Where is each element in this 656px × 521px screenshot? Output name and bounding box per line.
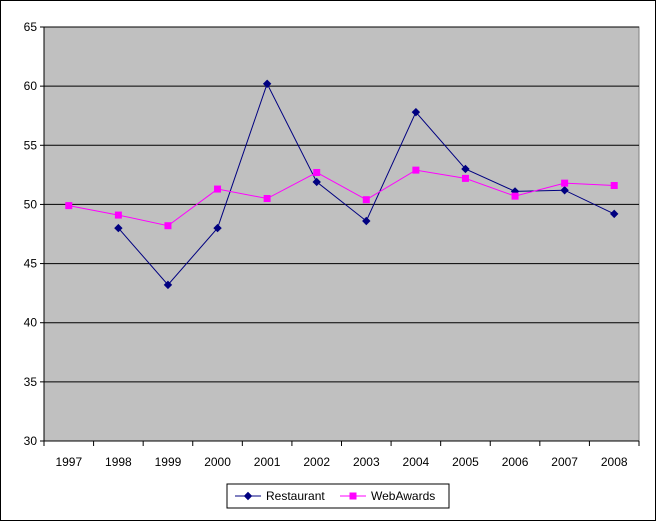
y-axis-ticks: 30 35 40 45 50 55 60 65: [24, 20, 44, 448]
y-tick-label: 30: [24, 434, 38, 448]
data-point-restaurant-2001: [262, 79, 272, 88]
data-point-webawards-2008: [610, 182, 618, 190]
x-tick-label: 2006: [502, 455, 529, 469]
data-point-restaurant-1999: [163, 280, 173, 290]
data-point-webawards-1999: [164, 222, 172, 230]
legend-entry-webawards: WebAwards: [340, 489, 435, 503]
data-point-restaurant-2003: [362, 216, 371, 226]
data-point-restaurant-2000: [213, 223, 222, 233]
x-axis-ticks: 1997 1998 1999 2000 2001 2002 2003 2004 2005 2006…: [43, 441, 640, 469]
data-point-webawards-2006: [511, 192, 519, 200]
legend-box: [226, 483, 450, 509]
x-tick-label: 2002: [303, 455, 330, 469]
legend-marker-swatch: [243, 491, 253, 501]
x-tick-label: 1997: [55, 455, 82, 469]
data-point-webawards-2001: [263, 195, 271, 203]
data-point-restaurant-2004: [411, 107, 421, 117]
data-point-webawards-2000: [214, 185, 222, 193]
legend-entry-restaurant: Restaurant: [235, 489, 325, 503]
y-tick-label: 55: [24, 138, 38, 152]
data-point-webawards-2005: [461, 174, 469, 182]
data-point-webawards-2007: [561, 179, 569, 187]
data-point-restaurant-2008: [610, 209, 619, 219]
x-tick-label: 1999: [155, 455, 182, 469]
data-point-webawards-2002: [313, 168, 321, 176]
data-point-webawards-1998: [114, 211, 122, 219]
series-layer: [65, 79, 619, 290]
y-tick-label: 60: [24, 79, 38, 93]
data-point-restaurant-1998: [114, 223, 123, 233]
y-tick-label: 50: [24, 197, 38, 211]
legend: Restaurant WebAwards: [226, 483, 450, 509]
x-tick-label: 2001: [254, 455, 281, 469]
x-tick-label: 2007: [551, 455, 578, 469]
x-tick-label: 2008: [601, 455, 628, 469]
data-point-restaurant-2002: [312, 177, 321, 187]
data-point-webawards-2003: [362, 196, 370, 204]
x-tick-label: 2004: [403, 455, 430, 469]
data-point-webawards-2004: [412, 166, 420, 174]
series-restaurant: [114, 79, 619, 290]
y-tick-label: 45: [24, 257, 38, 271]
x-tick-label: 2005: [452, 455, 479, 469]
y-tick-label: 65: [24, 20, 38, 34]
series-webawards: [65, 166, 618, 230]
plot-area: [43, 26, 640, 442]
y-tick-label: 35: [24, 375, 38, 389]
x-tick-label: 2003: [353, 455, 380, 469]
x-tick-label: 1998: [105, 455, 132, 469]
series-line-webawards: [68, 169, 615, 227]
legend-label: WebAwards: [371, 489, 435, 503]
gridlines: [44, 26, 639, 383]
data-point-webawards-1997: [65, 202, 73, 210]
data-point-restaurant-2005: [461, 164, 470, 174]
x-tick-label: 2000: [204, 455, 231, 469]
legend-marker-swatch: [349, 492, 357, 500]
data-point-restaurant-2007: [560, 186, 569, 195]
y-tick-label: 40: [24, 316, 38, 330]
legend-label: Restaurant: [266, 489, 325, 503]
